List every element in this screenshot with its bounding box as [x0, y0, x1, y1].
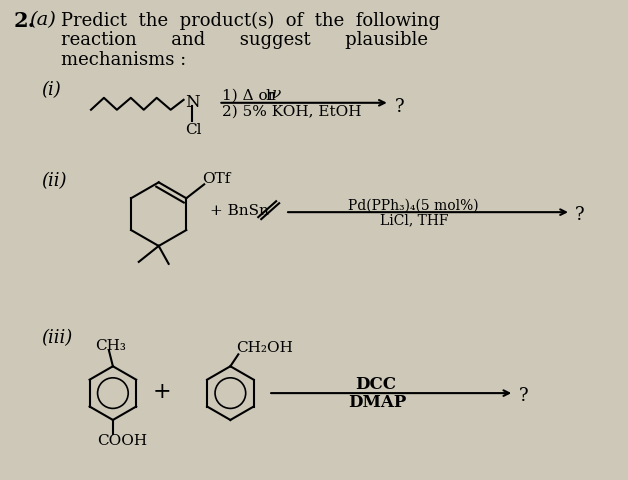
Text: ν: ν: [272, 87, 281, 101]
Text: DCC: DCC: [355, 375, 396, 392]
Text: 1) Δ or: 1) Δ or: [222, 89, 280, 103]
Text: LiCl, THF: LiCl, THF: [380, 213, 448, 227]
Text: + BnSn: + BnSn: [210, 204, 269, 218]
Text: OTf: OTf: [202, 172, 230, 186]
Text: mechanisms :: mechanisms :: [61, 51, 187, 69]
Text: ?: ?: [394, 97, 404, 116]
Text: CH₂OH: CH₂OH: [236, 341, 293, 355]
Text: +: +: [153, 380, 171, 402]
Text: Cl: Cl: [185, 122, 202, 136]
Text: DMAP: DMAP: [348, 393, 406, 410]
Text: COOH: COOH: [97, 433, 147, 447]
Text: reaction      and      suggest      plausible: reaction and suggest plausible: [61, 31, 428, 49]
Text: (a): (a): [30, 12, 56, 29]
Text: ?: ?: [575, 206, 585, 224]
Text: h: h: [265, 89, 275, 103]
Text: ?: ?: [519, 386, 529, 404]
Text: 2.: 2.: [13, 12, 35, 31]
Text: (ii): (ii): [41, 172, 67, 190]
Text: 2) 5% KOH, EtOH: 2) 5% KOH, EtOH: [222, 105, 362, 119]
Text: Pd(PPh₃)₄(5 mol%): Pd(PPh₃)₄(5 mol%): [348, 198, 479, 212]
Text: CH₃: CH₃: [95, 339, 126, 353]
Text: (i): (i): [41, 81, 61, 99]
Text: (iii): (iii): [41, 329, 72, 347]
Text: Predict  the  product(s)  of  the  following: Predict the product(s) of the following: [61, 12, 440, 29]
Text: N: N: [185, 94, 200, 110]
